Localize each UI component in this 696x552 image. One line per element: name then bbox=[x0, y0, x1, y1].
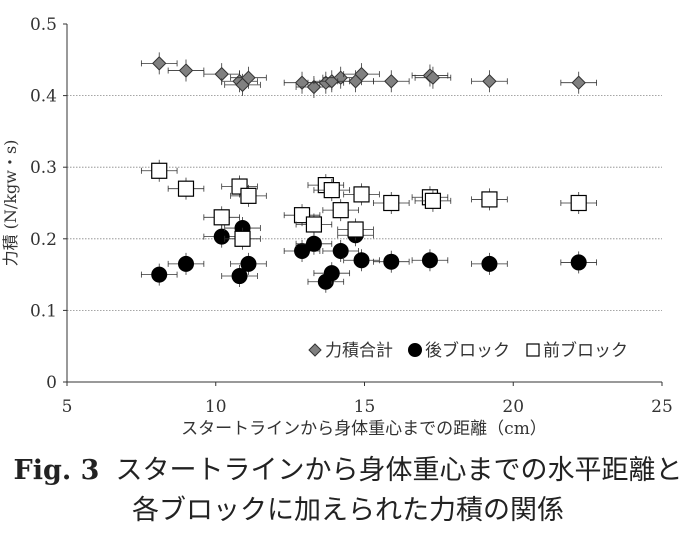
data-point bbox=[424, 192, 442, 209]
y-tick-label: 0.5 bbox=[30, 15, 57, 35]
y-tick-label: 0 bbox=[46, 373, 57, 393]
data-point bbox=[178, 255, 194, 272]
data-point bbox=[305, 235, 322, 252]
data-point bbox=[384, 74, 399, 89]
data-point bbox=[353, 252, 370, 269]
figure-number: Fig. 3 bbox=[13, 455, 100, 486]
x-tick-label: 25 bbox=[651, 397, 673, 417]
data-point bbox=[332, 202, 349, 219]
y-tick-label: 0.3 bbox=[30, 158, 57, 178]
data-point bbox=[177, 180, 195, 197]
data-point bbox=[383, 253, 400, 270]
legend-marker bbox=[408, 343, 422, 357]
legend-label: 前ブロック bbox=[543, 340, 628, 361]
legend-marker bbox=[308, 343, 322, 357]
legend-marker bbox=[526, 343, 540, 357]
data-point bbox=[306, 79, 322, 95]
x-tick-label: 10 bbox=[205, 397, 227, 417]
data-point bbox=[213, 209, 230, 226]
data-point bbox=[241, 70, 256, 85]
data-point bbox=[305, 216, 323, 233]
legend-label: 力積合計 bbox=[325, 341, 393, 361]
data-point bbox=[425, 70, 441, 85]
x-tick-label: 15 bbox=[354, 397, 376, 417]
legend: 力積合計 後ブロック 前ブロック bbox=[308, 340, 628, 361]
figure-caption-line-2: 各ブロックに加えられた力積の関係 bbox=[0, 488, 696, 527]
y-tick-label: 0.1 bbox=[30, 301, 57, 321]
figure-caption: Fig. 3 スタートラインから身体重心までの水平距離と bbox=[0, 448, 696, 487]
scatter-chart: 0 0.1 0.2 0.3 0.4 0.5 5 10 15 20 25 スタートラインから身体重心… bbox=[1, 15, 673, 439]
series-square bbox=[140, 159, 597, 250]
data-point bbox=[323, 265, 340, 282]
data-point bbox=[482, 74, 497, 89]
data-point bbox=[571, 75, 586, 90]
data-point bbox=[234, 230, 251, 247]
caption-line-1: スタートラインから身体重心までの水平距離と bbox=[115, 455, 683, 486]
data-point bbox=[421, 252, 438, 269]
series-diamond bbox=[140, 52, 597, 99]
data-point bbox=[213, 228, 230, 245]
data-point bbox=[151, 266, 168, 283]
data-point bbox=[332, 242, 349, 259]
legend-label: 後ブロック bbox=[425, 340, 510, 361]
x-tick-label: 20 bbox=[502, 397, 524, 417]
data-point bbox=[481, 191, 498, 208]
data-point bbox=[151, 162, 168, 179]
x-axis-label: スタートラインから身体重心までの距離（cm） bbox=[181, 419, 547, 439]
data-point bbox=[570, 194, 587, 212]
data-point bbox=[152, 56, 167, 71]
data-point bbox=[354, 66, 369, 82]
data-point bbox=[178, 63, 194, 78]
data-point bbox=[383, 194, 400, 212]
data-point bbox=[240, 255, 257, 272]
series-circle bbox=[140, 217, 597, 293]
data-point bbox=[353, 186, 370, 203]
data-point bbox=[570, 254, 587, 271]
caption-line-2: 各ブロックに加えられた力積の関係 bbox=[132, 495, 564, 526]
data-point bbox=[294, 75, 310, 90]
y-axis-label: 力積 (N/kgw・s) bbox=[1, 140, 20, 267]
x-tick-label: 5 bbox=[62, 397, 73, 417]
x-tick-labels: 5 10 15 20 25 bbox=[62, 382, 673, 417]
y-tick-label: 0.4 bbox=[30, 87, 57, 107]
data-point bbox=[293, 207, 311, 224]
data-point bbox=[347, 221, 364, 238]
data-point bbox=[231, 268, 248, 285]
y-tick-labels: 0 0.1 0.2 0.3 0.4 0.5 bbox=[30, 15, 67, 393]
data-point bbox=[323, 182, 340, 199]
data-point bbox=[481, 255, 498, 272]
data-points bbox=[140, 52, 597, 293]
y-tick-label: 0.2 bbox=[30, 230, 57, 250]
data-point bbox=[240, 187, 257, 204]
